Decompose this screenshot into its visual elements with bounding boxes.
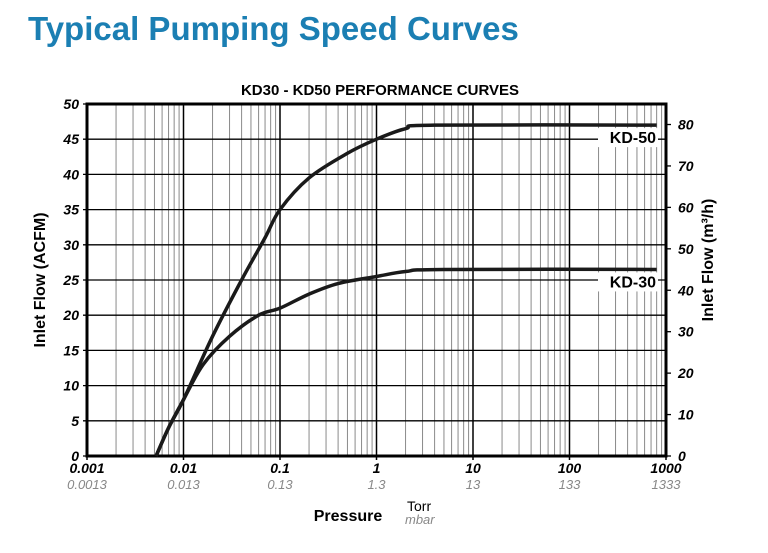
y-tick-label: 5 bbox=[71, 413, 79, 429]
series-label-bg bbox=[598, 128, 658, 148]
x-unit-torr: Torr bbox=[407, 498, 431, 514]
x-tick-label: 0.01 bbox=[170, 460, 197, 476]
x-tick-label-mbar: 0.013 bbox=[167, 477, 200, 492]
y2-tick-label: 80 bbox=[678, 117, 694, 133]
y2-tick-label: 10 bbox=[678, 407, 694, 423]
x-tick-label: 1000 bbox=[650, 460, 681, 476]
x-tick-label: 0.1 bbox=[270, 460, 290, 476]
series-label-kd-50: KD-50 bbox=[610, 130, 656, 147]
x-tick-label: 0.001 bbox=[69, 460, 104, 476]
y2-tick-label: 50 bbox=[678, 241, 694, 257]
plot-frame bbox=[85, 102, 668, 458]
x-tick-label: 10 bbox=[465, 460, 481, 476]
y-tick-label: 20 bbox=[62, 307, 79, 323]
series-label-bg bbox=[598, 272, 658, 292]
y2-tick-label: 70 bbox=[678, 158, 694, 174]
y-tick-label: 50 bbox=[63, 96, 79, 112]
y-tick-label: 45 bbox=[62, 131, 79, 147]
y-tick-label: 25 bbox=[62, 272, 79, 288]
y2-tick-label: 30 bbox=[678, 324, 694, 340]
y2-tick-label: 60 bbox=[678, 199, 694, 215]
chart-title: KD30 - KD50 PERFORMANCE CURVES bbox=[241, 82, 519, 99]
series-line-kd-30 bbox=[154, 267, 657, 457]
y-tick-label: 35 bbox=[63, 202, 79, 218]
y2-tick-label: 40 bbox=[677, 282, 694, 298]
series-label-kd-30: KD-30 bbox=[610, 274, 656, 291]
y-tick-label: 0 bbox=[71, 448, 79, 464]
y-tick-label: 40 bbox=[62, 166, 79, 182]
x-axis-label: Pressure bbox=[314, 508, 383, 525]
page-title: Typical Pumping Speed Curves bbox=[28, 10, 519, 47]
y2-tick-label: 0 bbox=[678, 448, 686, 464]
x-tick-label-mbar: 13 bbox=[466, 477, 481, 492]
y2-axis-label: Inlet Flow (m³/h) bbox=[700, 199, 717, 322]
y-axis-label: Inlet Flow (ACFM) bbox=[32, 212, 49, 347]
x-tick-label: 1 bbox=[373, 460, 381, 476]
y2-tick-label: 20 bbox=[677, 365, 694, 381]
y-tick-label: 15 bbox=[63, 342, 79, 358]
x-tick-label-mbar: 0.13 bbox=[267, 477, 293, 492]
x-tick-label: 100 bbox=[558, 460, 582, 476]
x-unit-mbar: mbar bbox=[405, 512, 435, 527]
y-tick-label: 30 bbox=[63, 237, 79, 253]
x-tick-label-mbar: 0.0013 bbox=[67, 477, 108, 492]
x-tick-label-mbar: 1333 bbox=[652, 477, 682, 492]
x-tick-label-mbar: 1.3 bbox=[367, 477, 386, 492]
y-tick-label: 10 bbox=[63, 378, 79, 394]
x-tick-label-mbar: 133 bbox=[559, 477, 581, 492]
